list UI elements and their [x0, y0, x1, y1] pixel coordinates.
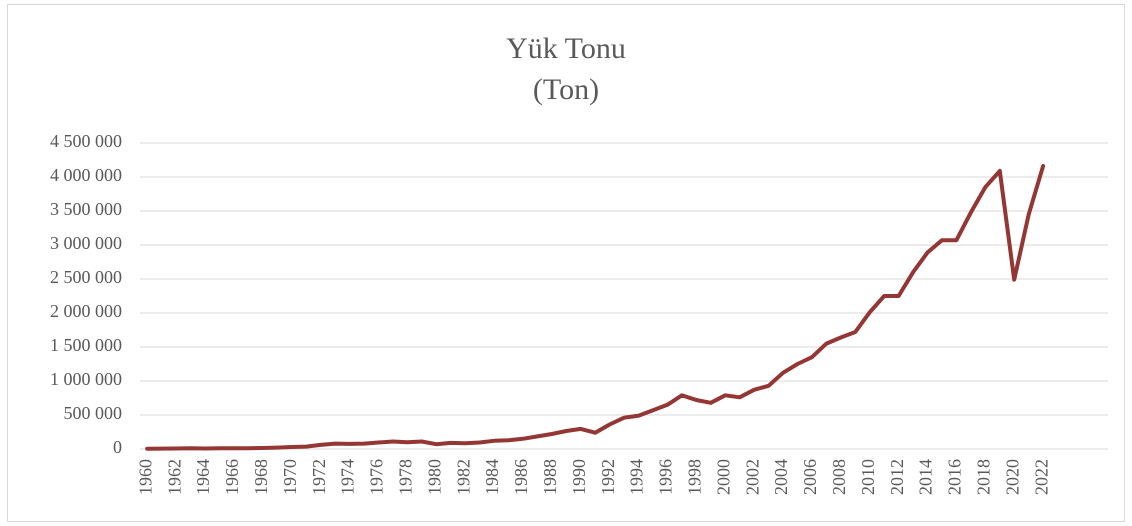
x-tick-label: 2012 — [887, 459, 907, 495]
chart-title: Yük Tonu — [506, 32, 626, 65]
y-tick-label: 4 500 000 — [50, 131, 122, 151]
chart-border — [7, 4, 1125, 522]
x-tick-label: 1998 — [684, 459, 704, 495]
x-tick-label: 2006 — [800, 459, 820, 495]
y-tick-label: 1 500 000 — [50, 335, 122, 355]
x-tick-label: 2010 — [858, 459, 878, 495]
x-tick-label: 1984 — [482, 459, 502, 495]
y-tick-label: 3 000 000 — [50, 233, 122, 253]
x-tick-label: 1966 — [222, 459, 242, 495]
x-tick-label: 2020 — [1002, 459, 1022, 495]
x-tick-label: 1962 — [164, 459, 184, 495]
y-tick-label: 0 — [113, 437, 122, 457]
x-tick-label: 2000 — [713, 459, 733, 495]
x-tick-label: 1972 — [309, 459, 329, 495]
x-tick-label: 1960 — [135, 459, 155, 495]
x-tick-label: 2004 — [771, 459, 791, 495]
x-tick-label: 1986 — [511, 459, 531, 495]
chart-subtitle: (Ton) — [533, 73, 599, 106]
y-tick-label: 2 500 000 — [50, 267, 122, 287]
x-tick-label: 1970 — [280, 459, 300, 495]
x-tick-label: 2014 — [916, 459, 936, 495]
x-tick-label: 1964 — [193, 459, 213, 495]
x-tick-label: 1982 — [453, 459, 473, 495]
x-tick-label: 2002 — [742, 459, 762, 495]
x-tick-label: 1992 — [598, 459, 618, 495]
x-tick-label: 1988 — [540, 459, 560, 495]
y-tick-label: 2 000 000 — [50, 301, 122, 321]
x-tick-label: 2022 — [1031, 459, 1051, 495]
x-tick-label: 2018 — [973, 459, 993, 495]
y-tick-label: 500 000 — [64, 403, 123, 423]
y-tick-label: 3 500 000 — [50, 199, 122, 219]
x-tick-label: 1996 — [656, 459, 676, 495]
line — [145, 164, 1046, 451]
x-tick-label: 2008 — [829, 459, 849, 495]
x-tick-label: 1974 — [338, 459, 358, 495]
x-tick-label: 1976 — [367, 459, 387, 495]
y-tick-label: 4 000 000 — [50, 165, 122, 185]
x-tick-label: 2016 — [945, 459, 965, 495]
x-tick-label: 1980 — [424, 459, 444, 495]
y-tick-label: 1 000 000 — [50, 369, 122, 389]
x-tick-label: 1968 — [251, 459, 271, 495]
x-tick-label: 1990 — [569, 459, 589, 495]
x-tick-label: 1994 — [627, 459, 647, 495]
x-tick-label: 1978 — [395, 459, 415, 495]
